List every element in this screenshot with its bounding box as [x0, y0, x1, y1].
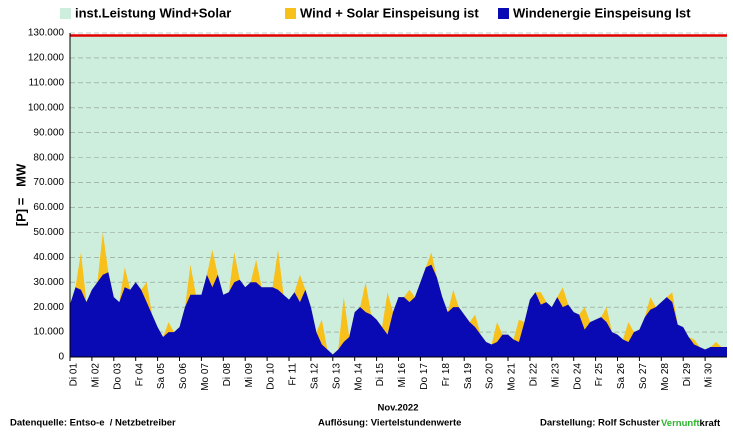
x-axis-label: Nov.2022	[377, 403, 418, 414]
y-tick-label: 70.000	[33, 177, 64, 188]
legend-label: Windenergie Einspeisung Ist	[513, 5, 691, 20]
x-tick-label: Fr 11	[288, 363, 299, 386]
x-tick-label: Fr 18	[441, 363, 452, 387]
area	[70, 264, 727, 357]
brand: Vernunftkraft	[661, 418, 721, 429]
x-tick-label: Fr 04	[134, 363, 145, 387]
y-tick-label: 20.000	[33, 302, 64, 313]
x-tick-label: Fr 25	[594, 363, 605, 387]
brand-part: Vernunft	[661, 418, 700, 429]
x-tick-label: Mi 02	[91, 363, 102, 388]
x-tick-label: Di 22	[529, 363, 540, 387]
y-tick-label: 100.000	[28, 102, 65, 113]
legend-swatch	[285, 8, 296, 19]
legend-label: inst.Leistung Wind+Solar	[75, 5, 231, 20]
x-tick-label: Do 10	[266, 363, 277, 390]
x-tick-label: Sa 19	[463, 363, 474, 390]
legend-swatch	[60, 8, 71, 19]
x-tick-label: Mi 23	[550, 363, 561, 388]
y-tick-label: 120.000	[28, 53, 65, 64]
x-tick-label: Mo 28	[660, 363, 671, 391]
x-tick-label: Sa 05	[156, 363, 167, 390]
x-tick-label: Mo 21	[507, 363, 518, 391]
x-tick-label: Di 29	[682, 363, 693, 387]
x-tick-label: Mi 30	[704, 363, 715, 388]
y-axis-label: [P] = MW	[13, 163, 28, 226]
x-tick-label: Do 17	[419, 363, 430, 390]
legend-label: Wind + Solar Einspeisung ist	[300, 5, 479, 20]
x-tick-label: So 27	[638, 363, 649, 390]
x-tick-label: Do 03	[112, 363, 123, 390]
y-tick-label: 10.000	[33, 327, 64, 338]
y-tick-label: 110.000	[29, 77, 65, 88]
x-tick-label: So 06	[178, 363, 189, 390]
x-tick-label: Di 08	[222, 363, 233, 387]
y-tick-label: 50.000	[33, 227, 64, 238]
x-tick-label: Sa 12	[310, 363, 321, 390]
y-tick-label: 0	[58, 352, 64, 363]
x-tick-label: Do 24	[572, 363, 583, 390]
brand-part: kraft	[700, 418, 721, 429]
x-tick-label: Sa 26	[616, 363, 627, 390]
x-tick-label: Mo 07	[200, 363, 211, 391]
y-tick-label: 60.000	[33, 202, 64, 213]
x-tick-label: Mi 16	[397, 363, 408, 388]
author-note: Darstellung: Rolf Schuster	[540, 418, 660, 429]
x-tick-label: So 20	[485, 363, 496, 390]
x-tick-label: Di 01	[69, 363, 80, 387]
y-tick-label: 130.000	[28, 28, 65, 39]
x-tick-label: Di 15	[375, 363, 386, 387]
legend-swatch	[498, 8, 509, 19]
source-note: Datenquelle: Entso-e / Netzbetreiber	[10, 418, 176, 429]
y-tick-label: 40.000	[33, 252, 64, 263]
y-tick-label: 90.000	[33, 127, 64, 138]
resolution-note: Auflösung: Viertelstundenwerte	[318, 418, 461, 429]
x-tick-label: Mi 09	[244, 363, 255, 388]
x-tick-label: Mo 14	[353, 363, 364, 391]
y-tick-label: 30.000	[33, 277, 64, 288]
x-tick-label: So 13	[331, 363, 342, 390]
y-tick-label: 80.000	[33, 152, 64, 163]
